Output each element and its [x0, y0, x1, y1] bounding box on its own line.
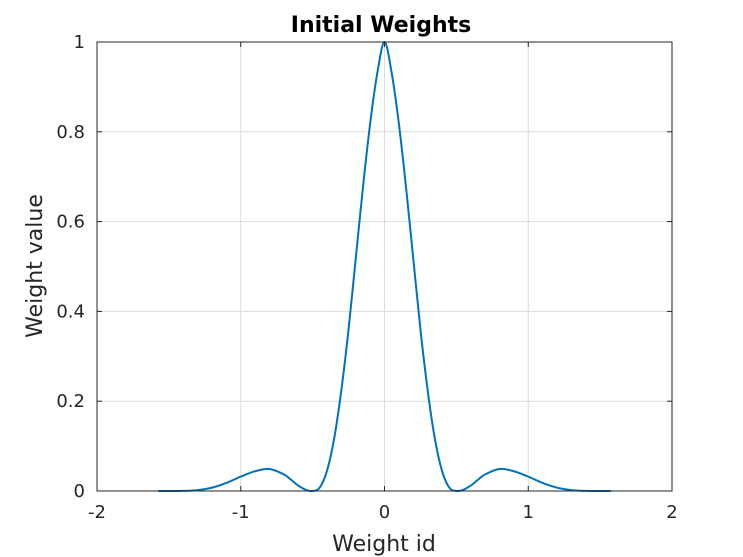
y-tick-label: 0.6 [56, 212, 85, 233]
x-tick-label: 2 [666, 502, 677, 523]
y-tick-label: 0 [74, 481, 85, 502]
y-tick-label: 0.4 [56, 301, 85, 322]
y-axis-title: Weight value [23, 194, 48, 338]
y-tick-label: 0.8 [56, 122, 85, 143]
y-tick-label: 1 [74, 32, 85, 53]
chart-title: Initial Weights [291, 13, 471, 38]
x-tick-label: -2 [88, 502, 106, 523]
y-tick-label: 0.2 [56, 391, 85, 412]
x-tick-label: 1 [523, 502, 534, 523]
y-tick-labels: 0 0.2 0.4 0.6 0.8 1 [56, 32, 85, 502]
x-tick-label: 0 [379, 502, 390, 523]
x-tick-labels: -2 -1 0 1 2 [88, 502, 678, 523]
tick-marks [96, 41, 673, 492]
x-axis-title: Weight id [332, 532, 436, 557]
x-tick-label: -1 [232, 502, 250, 523]
